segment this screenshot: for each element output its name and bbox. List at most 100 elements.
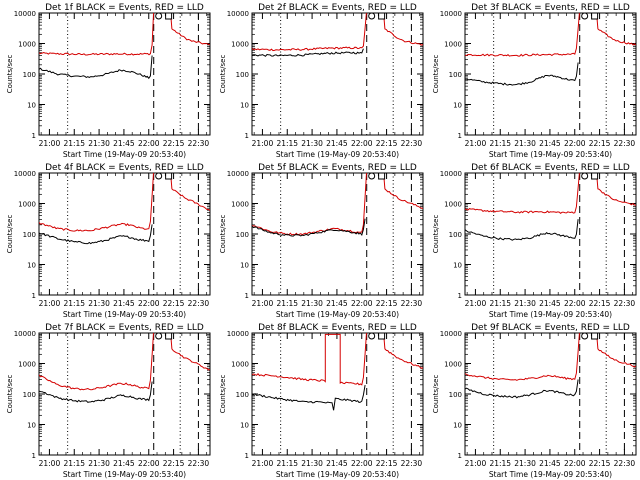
y-tick-label: 100 bbox=[449, 71, 462, 79]
x-tick-label: 21:45 bbox=[539, 459, 561, 468]
series-line bbox=[252, 48, 364, 57]
plot-frame bbox=[464, 12, 637, 136]
detector-panel: Det 6f BLACK = Events, RED = LLD 1 10 100 10… bbox=[432, 163, 637, 319]
x-tick-label: 21:30 bbox=[88, 459, 110, 468]
y-tick-label: 100 bbox=[236, 231, 249, 239]
y-axis-label: Counts/sec bbox=[219, 215, 227, 254]
series-group bbox=[465, 333, 636, 399]
x-axis-label: Start Time (19-May-09 20:53:40) bbox=[276, 470, 399, 479]
y-tick-label: 100 bbox=[236, 71, 249, 79]
y-axis-label: Counts/sec bbox=[432, 375, 440, 414]
y-tick-label: 1000 bbox=[444, 201, 462, 209]
x-tick-label: 22:15 bbox=[376, 139, 398, 148]
x-tick-label: 21:30 bbox=[301, 139, 323, 148]
series-line bbox=[465, 13, 636, 57]
panel-title: Det 9f BLACK = Events, RED = LLD bbox=[471, 323, 630, 333]
y-tick-label: 1 bbox=[32, 452, 36, 460]
x-tick-label: 22:30 bbox=[401, 139, 423, 148]
x-tick-label: 22:15 bbox=[376, 459, 398, 468]
square-marker bbox=[591, 332, 599, 340]
y-tick-label: 10 bbox=[27, 102, 36, 110]
x-tick-label: 21:15 bbox=[489, 139, 511, 148]
y-tick-label: 100 bbox=[23, 391, 36, 399]
square-marker bbox=[165, 332, 173, 340]
x-tick-label: 22:00 bbox=[138, 459, 160, 468]
x-tick-label: 21:30 bbox=[514, 459, 536, 468]
x-tick-label: 21:15 bbox=[489, 459, 511, 468]
series-line bbox=[252, 333, 423, 386]
circle-marker bbox=[368, 332, 376, 340]
series-group bbox=[252, 333, 423, 411]
square-marker bbox=[378, 172, 386, 180]
circle-marker bbox=[155, 12, 163, 20]
x-tick-label: 22:00 bbox=[138, 299, 160, 308]
x-tick-label: 21:30 bbox=[514, 139, 536, 148]
circle-marker bbox=[581, 172, 589, 180]
x-axis-label: Start Time (19-May-09 20:53:40) bbox=[489, 310, 612, 319]
x-tick-label: 21:30 bbox=[301, 459, 323, 468]
y-tick-label: 10000 bbox=[227, 330, 249, 338]
series-group bbox=[252, 13, 423, 57]
y-tick-label: 100 bbox=[449, 391, 462, 399]
x-tick-label: 22:15 bbox=[376, 299, 398, 308]
detector-panel: Det 9f BLACK = Events, RED = LLD 1 10 100 10… bbox=[432, 323, 637, 479]
x-tick-label: 21:15 bbox=[489, 299, 511, 308]
y-tick-label: 1 bbox=[245, 292, 249, 300]
x-tick-label: 21:45 bbox=[326, 139, 348, 148]
series-line bbox=[252, 173, 423, 236]
x-tick-label: 21:00 bbox=[39, 459, 61, 468]
x-tick-label: 22:00 bbox=[351, 459, 373, 468]
circle-marker bbox=[155, 332, 163, 340]
series-group bbox=[465, 13, 636, 86]
x-tick-label: 22:15 bbox=[589, 139, 611, 148]
panel-title: Det 5f BLACK = Events, RED = LLD bbox=[258, 163, 417, 173]
x-tick-label: 21:15 bbox=[276, 459, 298, 468]
detector-panel: Det 1f BLACK = Events, RED = LLD 1 10 100 10… bbox=[6, 3, 211, 159]
x-tick-label: 21:45 bbox=[539, 139, 561, 148]
x-tick-label: 22:15 bbox=[163, 299, 185, 308]
circle-marker bbox=[368, 172, 376, 180]
series-group bbox=[39, 333, 210, 403]
x-tick-label: 21:45 bbox=[113, 299, 135, 308]
x-tick-label: 21:45 bbox=[326, 459, 348, 468]
square-marker bbox=[165, 12, 173, 20]
detector-panel: Det 4f BLACK = Events, RED = LLD 1 10 100 10… bbox=[6, 163, 211, 319]
y-axis-label: Counts/sec bbox=[6, 375, 14, 414]
x-tick-label: 22:15 bbox=[589, 299, 611, 308]
series-line bbox=[252, 13, 423, 52]
x-tick-label: 21:30 bbox=[88, 139, 110, 148]
y-axis-label: Counts/sec bbox=[219, 55, 227, 94]
x-tick-label: 21:45 bbox=[539, 299, 561, 308]
x-tick-label: 22:15 bbox=[163, 139, 185, 148]
x-tick-label: 21:30 bbox=[514, 299, 536, 308]
series-line bbox=[39, 333, 210, 391]
x-tick-label: 21:15 bbox=[63, 299, 85, 308]
x-tick-label: 22:30 bbox=[614, 459, 636, 468]
y-tick-label: 100 bbox=[236, 391, 249, 399]
detector-panel: Det 7f BLACK = Events, RED = LLD 1 10 100 10… bbox=[6, 323, 211, 479]
x-tick-label: 22:30 bbox=[614, 139, 636, 148]
x-tick-label: 21:15 bbox=[63, 139, 85, 148]
series-line bbox=[39, 224, 153, 245]
y-tick-label: 10000 bbox=[14, 330, 36, 338]
x-tick-label: 22:30 bbox=[401, 459, 423, 468]
y-tick-label: 10 bbox=[27, 422, 36, 430]
x-tick-label: 22:00 bbox=[351, 299, 373, 308]
y-tick-label: 10000 bbox=[440, 170, 462, 178]
plot-frame bbox=[38, 172, 211, 296]
panel-title: Det 2f BLACK = Events, RED = LLD bbox=[258, 3, 417, 13]
x-tick-label: 21:00 bbox=[39, 139, 61, 148]
y-tick-label: 10000 bbox=[440, 10, 462, 18]
x-tick-label: 21:30 bbox=[88, 299, 110, 308]
x-tick-label: 21:00 bbox=[465, 459, 487, 468]
square-marker bbox=[165, 172, 173, 180]
series-group bbox=[39, 13, 210, 80]
detector-panel: Det 3f BLACK = Events, RED = LLD 1 10 100 10… bbox=[432, 3, 637, 159]
series-group bbox=[465, 173, 636, 241]
x-tick-label: 21:00 bbox=[465, 299, 487, 308]
x-tick-label: 22:30 bbox=[614, 299, 636, 308]
x-tick-label: 22:00 bbox=[138, 139, 160, 148]
x-tick-label: 21:00 bbox=[465, 139, 487, 148]
x-tick-label: 22:30 bbox=[401, 299, 423, 308]
